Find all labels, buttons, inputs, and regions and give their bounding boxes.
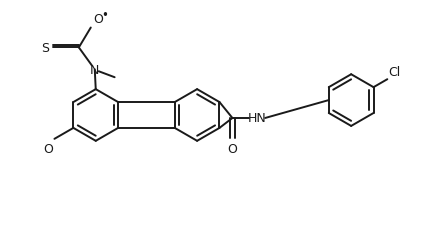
Text: O: O <box>228 142 237 155</box>
Text: O: O <box>44 142 54 155</box>
Text: S: S <box>41 42 49 55</box>
Text: O: O <box>93 12 103 25</box>
Text: Cl: Cl <box>388 66 400 79</box>
Text: •: • <box>102 9 108 21</box>
Text: HN: HN <box>248 112 267 125</box>
Text: N: N <box>90 63 99 76</box>
